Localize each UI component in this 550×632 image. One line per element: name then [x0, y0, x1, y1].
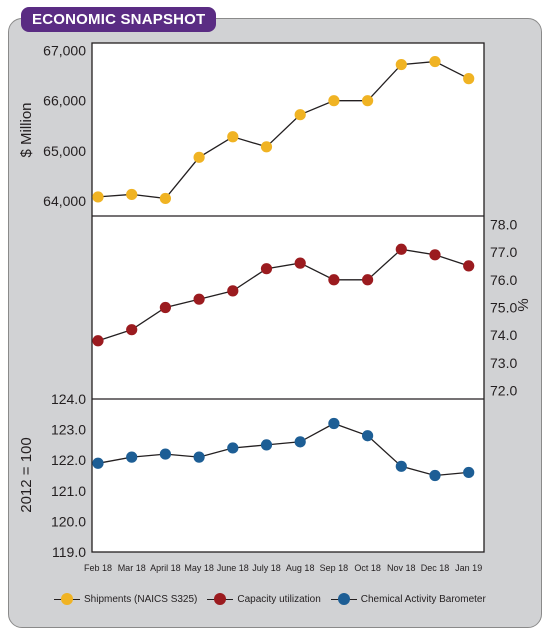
y-tick-label-shipments-naics-s325: 64,000: [43, 193, 86, 209]
data-point-capacity-utilization: [294, 257, 306, 269]
data-point-shipments-naics-s325: [429, 55, 441, 68]
legend-marker-shipments: [54, 593, 80, 605]
snapshot-header: ECONOMIC SNAPSHOT: [21, 7, 217, 32]
y-tick-label-capacity-utilization: 76.0: [490, 272, 517, 288]
x-tick-label: May 18: [184, 563, 214, 573]
data-point-capacity-utilization: [227, 285, 239, 297]
data-point-chemical-activity-barometer: [227, 442, 239, 454]
data-point-shipments-naics-s325: [193, 151, 205, 163]
data-point-chemical-activity-barometer: [92, 457, 104, 469]
data-point-shipments-naics-s325: [463, 73, 475, 85]
data-point-chemical-activity-barometer: [429, 469, 441, 482]
data-point-shipments-naics-s325: [362, 95, 374, 107]
data-point-chemical-activity-barometer: [328, 417, 340, 430]
x-tick-label: Jan 19: [455, 563, 482, 573]
data-point-capacity-utilization: [328, 274, 340, 286]
legend-marker-barometer: [330, 593, 357, 605]
data-point-shipments-naics-s325: [294, 109, 306, 121]
y-tick-label-chemical-activity-barometer: 123.0: [51, 422, 86, 438]
y-tick-label-capacity-utilization: 77.0: [490, 244, 517, 260]
data-point-chemical-activity-barometer: [126, 451, 138, 463]
x-tick-label: June 18: [217, 563, 249, 573]
data-point-capacity-utilization: [126, 324, 138, 336]
data-point-shipments-naics-s325: [126, 188, 138, 201]
y-tick-label-chemical-activity-barometer: 124.0: [51, 391, 86, 407]
data-point-capacity-utilization: [395, 243, 407, 255]
legend-item-capacity: Capacity utilization: [207, 593, 321, 605]
data-point-chemical-activity-barometer: [362, 430, 374, 442]
x-tick-label: July 18: [252, 563, 281, 573]
legend-item-shipments: Shipments (NAICS S325): [54, 593, 197, 605]
y-tick-label-capacity-utilization: 74.0: [490, 327, 517, 343]
data-point-shipments-naics-s325: [227, 131, 239, 143]
data-point-shipments-naics-s325: [328, 95, 340, 107]
data-point-capacity-utilization: [193, 293, 205, 305]
plot-area: [91, 42, 485, 553]
y-axis-label-chemical-activity-barometer: 2012 = 100: [18, 437, 35, 513]
data-point-capacity-utilization: [159, 301, 171, 314]
y-tick-label-chemical-activity-barometer: 122.0: [51, 452, 86, 468]
data-point-chemical-activity-barometer: [294, 436, 306, 448]
legend-marker-capacity: [207, 593, 234, 605]
y-tick-label-capacity-utilization: 78.0: [490, 216, 517, 232]
series-line-capacity-utilization: [97, 248, 469, 342]
data-point-capacity-utilization: [463, 260, 475, 272]
data-point-capacity-utilization: [260, 263, 273, 275]
data-point-shipments-naics-s325: [159, 192, 171, 205]
data-point-chemical-activity-barometer: [463, 466, 475, 479]
y-tick-label-chemical-activity-barometer: 119.0: [52, 544, 86, 560]
y-tick-label-capacity-utilization: 75.0: [490, 300, 517, 316]
y-tick-label-chemical-activity-barometer: 121.0: [51, 483, 86, 499]
x-tick-label: Oct 18: [354, 563, 381, 573]
data-point-chemical-activity-barometer: [260, 439, 273, 451]
data-point-chemical-activity-barometer: [395, 460, 407, 472]
series-line-chemical-activity-barometer: [97, 422, 469, 477]
legend-label-barometer: Chemical Activity Barometer: [360, 593, 486, 605]
data-point-capacity-utilization: [429, 249, 441, 261]
data-point-shipments-naics-s325: [395, 58, 407, 71]
legend-label-shipments: Shipments (NAICS S325): [84, 593, 198, 605]
x-tick-label: Dec 18: [421, 563, 450, 573]
x-tick-label: Feb 18: [84, 563, 112, 573]
legend-item-barometer: Chemical Activity Barometer: [330, 593, 486, 605]
x-tick-label: April 18: [150, 563, 181, 573]
y-tick-label-capacity-utilization: 72.0: [490, 383, 517, 399]
y-tick-label-shipments-naics-s325: 65,000: [43, 143, 86, 159]
series-line-shipments-naics-s325: [97, 60, 469, 200]
y-tick-label-chemical-activity-barometer: 120.0: [51, 513, 86, 529]
x-tick-label: Aug 18: [286, 563, 315, 573]
data-point-shipments-naics-s325: [92, 191, 104, 203]
y-tick-label-capacity-utilization: 73.0: [490, 355, 517, 371]
y-tick-label-shipments-naics-s325: 67,000: [43, 43, 86, 59]
chart-legend: Shipments (NAICS S325) Capacity utilizat…: [54, 590, 496, 608]
y-axis-label-capacity-utilization: %: [515, 298, 532, 311]
x-tick-label: Mar 18: [118, 563, 146, 573]
data-point-shipments-naics-s325: [260, 141, 273, 153]
data-point-capacity-utilization: [362, 274, 374, 286]
data-point-chemical-activity-barometer: [159, 448, 171, 460]
x-tick-label: Nov 18: [387, 563, 416, 573]
y-axis-label-shipments-naics-s325: $ Million: [18, 102, 35, 157]
y-tick-label-shipments-naics-s325: 66,000: [43, 93, 86, 109]
data-point-chemical-activity-barometer: [193, 451, 205, 463]
legend-label-capacity: Capacity utilization: [237, 593, 321, 605]
x-tick-label: Sep 18: [320, 563, 349, 573]
data-point-capacity-utilization: [92, 335, 104, 347]
